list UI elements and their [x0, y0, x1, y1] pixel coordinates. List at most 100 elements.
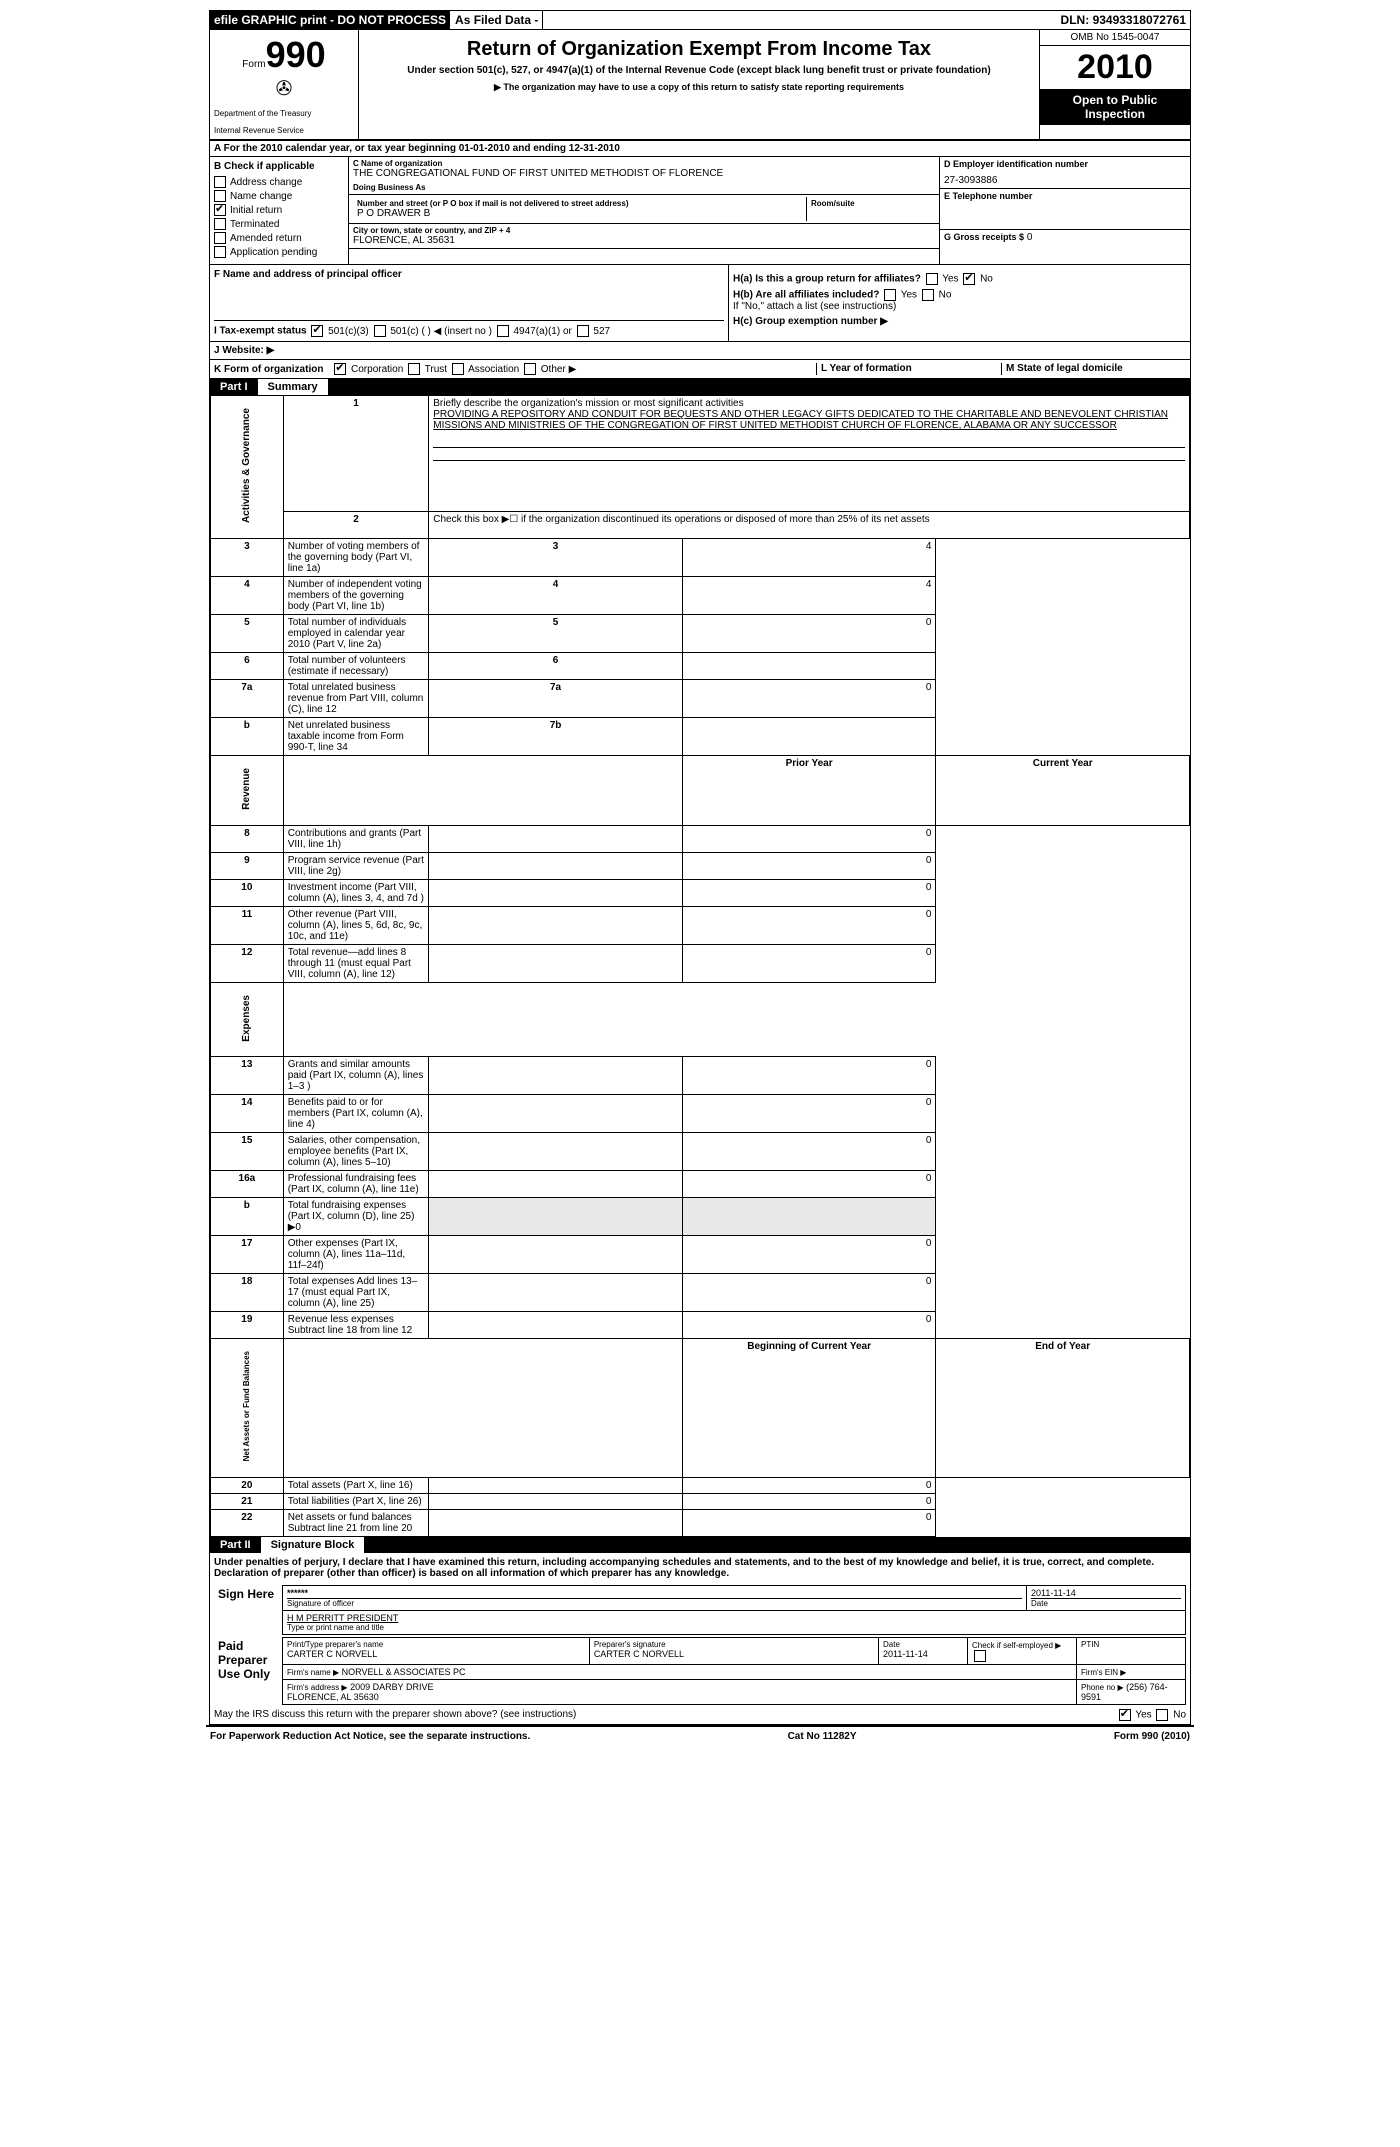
- summary-table: Activities & Governance 1 Briefly descri…: [210, 395, 1190, 1537]
- mission-text: PROVIDING A REPOSITORY AND CONDUIT FOR B…: [433, 409, 1185, 431]
- line-1-num: 1: [283, 396, 429, 512]
- form-header: Form990 ✇ Department of the Treasury Int…: [210, 30, 1190, 141]
- self-emp-cell: Check if self-employed ▶: [968, 1637, 1077, 1664]
- dept-irs: Internal Revenue Service: [214, 126, 354, 135]
- header-right: OMB No 1545-0047 2010 Open to Public Ins…: [1039, 30, 1190, 139]
- tax-year: 2010: [1040, 46, 1190, 89]
- line-j-website: J Website: ▶: [210, 342, 1190, 360]
- tax-status-checkbox[interactable]: [577, 325, 589, 337]
- eoy-hdr: End of Year: [936, 1339, 1190, 1477]
- room-label: Room/suite: [811, 199, 931, 208]
- cat-no: Cat No 11282Y: [788, 1731, 857, 1742]
- pra-notice: For Paperwork Reduction Act Notice, see …: [210, 1731, 530, 1742]
- sig-officer-label: Signature of officer: [287, 1598, 1022, 1608]
- summary-row-14: 14Benefits paid to or for members (Part …: [211, 1095, 1190, 1133]
- summary-row-18: 18Total expenses Add lines 13–17 (must e…: [211, 1274, 1190, 1312]
- checkbox-name-change[interactable]: Name change: [214, 190, 344, 202]
- summary-row-21: 21Total liabilities (Part X, line 26)0: [211, 1493, 1190, 1509]
- part-2-num: Part II: [210, 1537, 261, 1553]
- org-form-checkbox[interactable]: [408, 363, 420, 375]
- header-left: Form990 ✇ Department of the Treasury Int…: [210, 30, 359, 139]
- checkbox-terminated[interactable]: Terminated: [214, 218, 344, 230]
- m-label: M State of legal domicile: [1006, 363, 1123, 374]
- dln-label: DLN:: [1061, 13, 1090, 27]
- current-year-hdr: Current Year: [936, 756, 1190, 826]
- section-f-h: F Name and address of principal officer …: [210, 265, 1190, 342]
- firm-name: NORVELL & ASSOCIATES PC: [342, 1667, 466, 1677]
- ein-value: 27-3093886: [944, 175, 1186, 186]
- summary-row-16a: 16aProfessional fundraising fees (Part I…: [211, 1171, 1190, 1198]
- col-b-label: B Check if applicable: [214, 161, 344, 172]
- as-filed-label: As Filed Data -: [451, 11, 543, 29]
- summary-row-20: 20Total assets (Part X, line 16)0: [211, 1477, 1190, 1493]
- firm-phone-cell: Phone no ▶ (256) 764-9591: [1077, 1679, 1186, 1704]
- street-value: P O DRAWER B: [357, 208, 802, 219]
- ha-label: H(a) Is this a group return for affiliat…: [733, 274, 921, 285]
- k-left: K Form of organization Corporation Trust…: [214, 363, 816, 375]
- self-emp-checkbox[interactable]: [974, 1650, 986, 1662]
- dba-label: Doing Business As: [353, 183, 935, 192]
- prep-name: CARTER C NORVELL: [287, 1649, 377, 1659]
- prep-date-cell: Date2011-11-14: [879, 1637, 968, 1664]
- form-label: Form: [242, 59, 265, 70]
- summary-row-11: 11Other revenue (Part VIII, column (A), …: [211, 906, 1190, 944]
- prep-name-cell: Print/Type preparer's nameCARTER C NORVE…: [283, 1637, 590, 1664]
- l-label: L Year of formation: [821, 363, 912, 374]
- sig-date-cell: 2011-11-14 Date: [1027, 1585, 1186, 1610]
- summary-row-7a: 7aTotal unrelated business revenue from …: [211, 680, 1190, 718]
- firm-ein-label: Firm's EIN ▶: [1081, 1668, 1126, 1677]
- gross-label: G Gross receipts $: [944, 232, 1024, 242]
- sign-here-label: Sign Here: [214, 1585, 283, 1634]
- part-1-num: Part I: [210, 379, 258, 395]
- org-form-checkbox[interactable]: [334, 363, 346, 375]
- discuss-no-checkbox[interactable]: [1156, 1709, 1168, 1721]
- boy-hdr: Beginning of Current Year: [682, 1339, 936, 1477]
- prep-name-label: Print/Type preparer's name: [287, 1640, 585, 1649]
- top-bar: efile GRAPHIC print - DO NOT PROCESS As …: [210, 11, 1190, 30]
- prep-sig: CARTER C NORVELL: [594, 1649, 684, 1659]
- hb-no-checkbox[interactable]: [922, 289, 934, 301]
- ha-yes-checkbox[interactable]: [926, 273, 938, 285]
- tax-status-checkbox[interactable]: [374, 325, 386, 337]
- part-1-header: Part I Summary: [210, 379, 1190, 395]
- perjury-statement: Under penalties of perjury, I declare th…: [214, 1557, 1186, 1579]
- section-f: F Name and address of principal officer …: [210, 265, 729, 341]
- discuss-yes-checkbox[interactable]: [1119, 1709, 1131, 1721]
- line-2-num: 2: [283, 511, 429, 538]
- prior-year-hdr: Prior Year: [682, 756, 936, 826]
- summary-row-6: 6Total number of volunteers (estimate if…: [211, 653, 1190, 680]
- checkbox-address-change[interactable]: Address change: [214, 176, 344, 188]
- summary-row-4: 4Number of independent voting members of…: [211, 577, 1190, 615]
- column-c-org-info: C Name of organization THE CONGREGATIONA…: [349, 157, 939, 264]
- tax-status-checkbox[interactable]: [311, 325, 323, 337]
- efile-notice: efile GRAPHIC print - DO NOT PROCESS: [210, 11, 451, 29]
- dln: DLN: 93493318072761: [1057, 11, 1190, 29]
- officer-name-cell: H M PERRITT PRESIDENT Type or print name…: [283, 1610, 1186, 1634]
- street-label: Number and street (or P O box if mail is…: [357, 199, 802, 208]
- firm-addr-cell: Firm's address ▶ 2009 DARBY DRIVE FLOREN…: [283, 1679, 1077, 1704]
- org-name-field: C Name of organization THE CONGREGATIONA…: [349, 157, 939, 195]
- hb-yes-checkbox[interactable]: [884, 289, 896, 301]
- checkbox-initial-return[interactable]: Initial return: [214, 204, 344, 216]
- line-i-label: I Tax-exempt status: [214, 326, 307, 337]
- signature-stars: ******: [287, 1588, 1022, 1598]
- checkbox-amended-return[interactable]: Amended return: [214, 232, 344, 244]
- summary-row-10: 10Investment income (Part VIII, column (…: [211, 879, 1190, 906]
- part-1-title: Summary: [258, 379, 328, 395]
- part-2-title: Signature Block: [261, 1537, 365, 1553]
- gross-value: 0: [1027, 232, 1033, 243]
- checkbox-application-pending[interactable]: Application pending: [214, 246, 344, 258]
- row-a-tax-year: A For the 2010 calendar year, or tax yea…: [210, 141, 1190, 157]
- summary-row-9: 9Program service revenue (Part VIII, lin…: [211, 852, 1190, 879]
- h-c: H(c) Group exemption number ▶: [733, 316, 1186, 327]
- phone-label: E Telephone number: [944, 191, 1186, 201]
- main-info-block: B Check if applicable Address change Name…: [210, 157, 1190, 265]
- city-field: City or town, state or country, and ZIP …: [349, 224, 939, 249]
- line-k: K Form of organization Corporation Trust…: [210, 360, 1190, 379]
- org-form-checkbox[interactable]: [452, 363, 464, 375]
- org-form-checkbox[interactable]: [524, 363, 536, 375]
- ha-no-checkbox[interactable]: [963, 273, 975, 285]
- tax-status-checkbox[interactable]: [497, 325, 509, 337]
- prep-date-label: Date: [883, 1640, 963, 1649]
- line-7b: Net unrelated business taxable income fr…: [283, 718, 429, 756]
